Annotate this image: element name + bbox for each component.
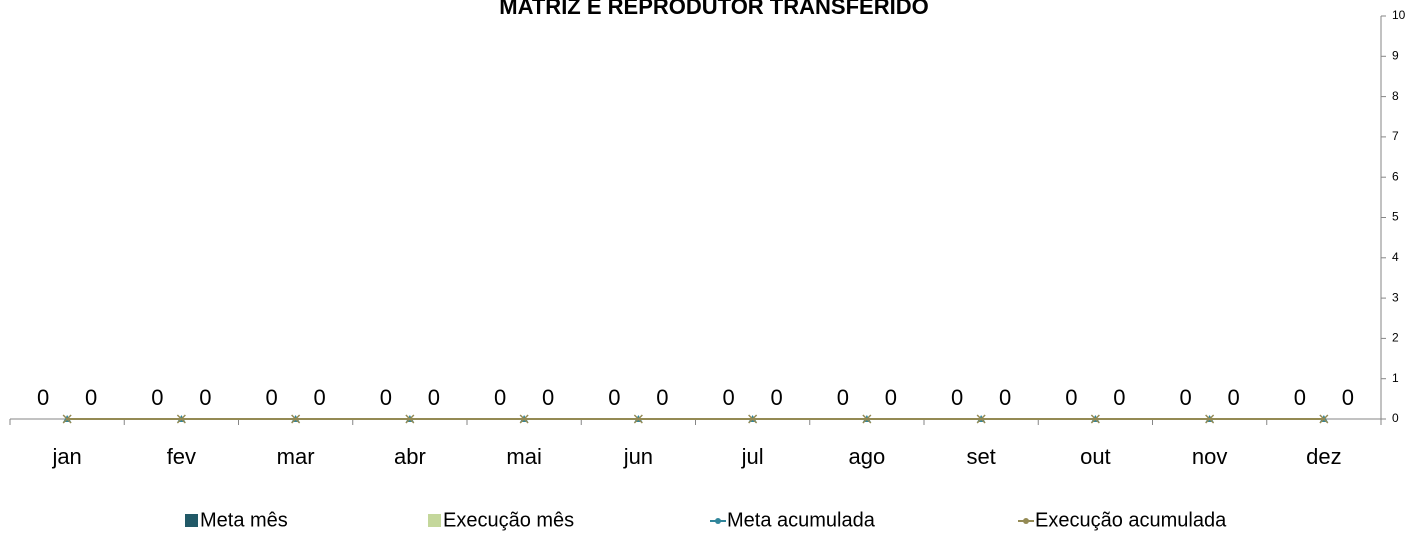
data-label: 0 (1180, 385, 1192, 410)
y-tick-label: 1 (1392, 371, 1399, 385)
data-label: 0 (428, 385, 440, 410)
data-label: 0 (1294, 385, 1306, 410)
data-label: 0 (1342, 385, 1354, 410)
x-tick-label: abr (394, 444, 426, 469)
legend-label: Meta acumulada (727, 509, 876, 531)
x-tick-label: fev (167, 444, 196, 469)
y-tick-label: 2 (1392, 331, 1399, 345)
data-label: 0 (999, 385, 1011, 410)
data-label: 0 (85, 385, 97, 410)
legend-marker (1023, 518, 1029, 524)
data-label: 0 (151, 385, 163, 410)
x-tick-label: dez (1306, 444, 1341, 469)
y-tick-label: 6 (1392, 169, 1399, 183)
y-tick-label: 10 (1392, 8, 1406, 22)
data-label: 0 (1065, 385, 1077, 410)
legend-marker (715, 518, 721, 524)
data-label: 0 (542, 385, 554, 410)
x-tick-label: jun (623, 444, 653, 469)
x-tick-label: mar (277, 444, 315, 469)
data-label: 0 (656, 385, 668, 410)
chart-title: MATRIZ E REPRODUTOR TRANSFERIDO (499, 0, 928, 19)
y-tick-label: 7 (1392, 129, 1399, 143)
data-label: 0 (885, 385, 897, 410)
x-tick-label: nov (1192, 444, 1227, 469)
marker (1205, 414, 1215, 424)
marker (62, 414, 72, 424)
y-tick-label: 0 (1392, 411, 1399, 425)
data-label: 0 (608, 385, 620, 410)
marker (176, 414, 186, 424)
x-tick-label: jul (741, 444, 764, 469)
marker (291, 414, 301, 424)
data-label: 0 (380, 385, 392, 410)
data-label: 0 (837, 385, 849, 410)
x-tick-label: jan (51, 444, 81, 469)
marker (519, 414, 529, 424)
data-label: 0 (494, 385, 506, 410)
marker (748, 414, 758, 424)
y-tick-label: 8 (1392, 89, 1399, 103)
y-tick-label: 3 (1392, 290, 1399, 304)
y-tick-label: 5 (1392, 210, 1399, 224)
data-label: 0 (266, 385, 278, 410)
data-label: 0 (951, 385, 963, 410)
x-tick-label: set (966, 444, 995, 469)
y-tick-label: 9 (1392, 48, 1399, 62)
x-tick-label: ago (849, 444, 886, 469)
data-label: 0 (723, 385, 735, 410)
marker (1319, 414, 1329, 424)
y-tick-label: 4 (1392, 250, 1399, 264)
marker (1090, 414, 1100, 424)
legend-label: Execução acumulada (1035, 509, 1227, 531)
data-label: 0 (1113, 385, 1125, 410)
x-tick-label: out (1080, 444, 1111, 469)
data-label: 0 (771, 385, 783, 410)
data-label: 0 (1228, 385, 1240, 410)
marker (862, 414, 872, 424)
legend-label: Execução mês (443, 509, 574, 531)
x-tick-label: mai (506, 444, 541, 469)
legend-swatch (428, 514, 441, 527)
marker (976, 414, 986, 424)
marker (633, 414, 643, 424)
marker (405, 414, 415, 424)
legend-label: Meta mês (200, 509, 288, 531)
data-label: 0 (199, 385, 211, 410)
legend-swatch (185, 514, 198, 527)
data-label: 0 (37, 385, 49, 410)
data-label: 0 (314, 385, 326, 410)
